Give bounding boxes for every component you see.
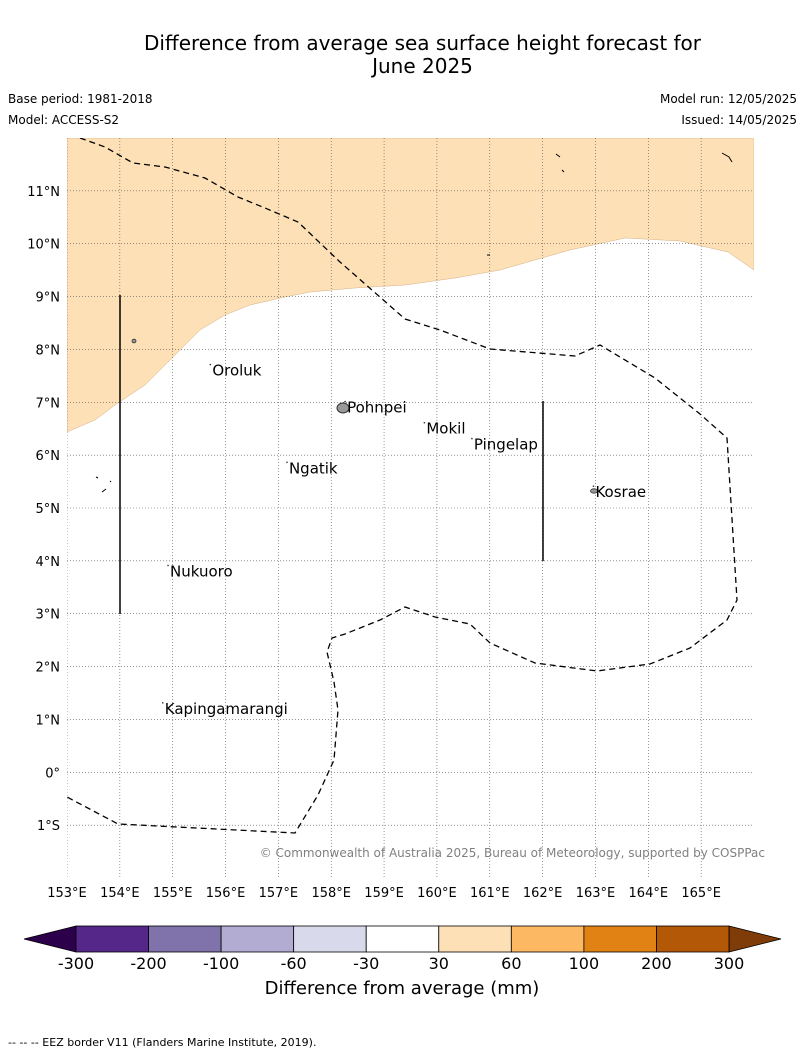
colorbar-bin [656, 925, 730, 953]
colorbar-bin [220, 925, 295, 953]
colorbar-label: Difference from average (mm) [264, 978, 540, 999]
longitude-tick-label: 164°E [629, 886, 669, 901]
model-label: Model: ACCESS-S2 [8, 113, 120, 127]
place-marker [161, 702, 164, 704]
title-line-1: Difference from average sea surface heig… [143, 31, 702, 55]
place-label: Mokil [426, 420, 465, 438]
longitude-tick-label: 163°E [576, 886, 616, 901]
gridlines [67, 138, 754, 878]
colorbar-tick-label: 200 [641, 954, 672, 973]
colorbar-tick-label: 300 [714, 954, 745, 973]
place-marker [209, 363, 212, 366]
pohnpei-island [336, 402, 350, 414]
place-label: Kapingamarangi [165, 700, 288, 718]
colorbar-tick-label: -30 [353, 954, 379, 973]
place-marker [344, 400, 346, 403]
colorbar-bin [293, 925, 367, 953]
base-period-label: Base period: 1981-2018 [8, 92, 153, 106]
place-label: Pingelap [474, 436, 538, 454]
latitude-tick-label: 11°N [27, 185, 60, 200]
colorbar-tick-label: 30 [429, 954, 449, 973]
latitude-tick-label: 5°N [36, 502, 61, 517]
longitude-tick-label: 165°E [681, 886, 721, 901]
map-title: Difference from average sea surface heig… [0, 32, 804, 78]
longitude-tick-label: 153°E [47, 886, 87, 901]
colorbar-bin [365, 925, 440, 953]
colorbar-tick-label: -300 [58, 954, 94, 973]
colorbar-tick-label: -200 [130, 954, 166, 973]
latitude-tick-label: 1°N [36, 713, 61, 728]
latitude-tick-label: 9°N [36, 291, 61, 306]
latitude-tick-label: 4°N [36, 555, 61, 570]
latitude-tick-label: 3°N [36, 608, 61, 623]
title-line-2: June 2025 [372, 54, 473, 78]
longitude-tick-label: 162°E [523, 886, 563, 901]
place-marker [592, 485, 595, 487]
colorbar-bin [438, 925, 512, 953]
longitude-tick-label: 158°E [311, 886, 351, 901]
copyright-notice: © Commonwealth of Australia 2025, Bureau… [260, 846, 765, 860]
place-marker [167, 564, 169, 567]
colorbar: -300 -200 -100 -60 -30 30 60 100 200 300 [23, 925, 782, 973]
small-island [131, 338, 137, 344]
colorbar-tick-label: -60 [281, 954, 307, 973]
longitude-tick-label: 161°E [470, 886, 510, 901]
colorbar-tick-label: -100 [203, 954, 239, 973]
place-label: Ngatik [289, 459, 338, 477]
issued-label: Issued: 14/05/2025 [681, 113, 797, 127]
longitude-tick-label: 157°E [259, 886, 299, 901]
place-label: Oroluk [212, 362, 261, 380]
longitude-tick-label: 160°E [417, 886, 457, 901]
colorbar-tick-label: 60 [501, 954, 521, 973]
place-marker [423, 421, 426, 424]
place-label: Pohnpei [347, 399, 407, 417]
place-label: Kosrae [595, 483, 646, 501]
latitude-tick-label: 1°S [37, 819, 60, 834]
latitude-labels: 11°N 10°N 9°N 8°N 7°N 6°N 5°N 4°N 3°N 2°N 1°N 0° 1°S [27, 185, 60, 834]
colorbar-bin [75, 925, 149, 953]
longitude-labels: 153°E 154°E 155°E 156°E 157°E 158°E 159°E 160°E… [47, 886, 721, 901]
colorbar-under-arrow [23, 925, 77, 953]
place-marker [286, 461, 288, 464]
latitude-tick-label: 0° [45, 766, 60, 781]
latitude-tick-label: 6°N [36, 449, 61, 464]
latitude-tick-label: 8°N [36, 343, 61, 358]
island-outline-west [95, 476, 112, 493]
longitude-tick-label: 156°E [206, 886, 246, 901]
latitude-tick-label: 10°N [27, 238, 60, 253]
longitude-tick-label: 155°E [153, 886, 193, 901]
model-run-label: Model run: 12/05/2025 [659, 92, 797, 106]
place-marker [471, 437, 473, 440]
place-labels: Oroluk Pohnpei Mokil Pingelap Ngatik Kosrae Nu… [161, 362, 646, 718]
latitude-tick-label: 7°N [36, 396, 61, 411]
colorbar-bin [148, 925, 222, 953]
place-label: Nukuoro [170, 562, 233, 580]
kosrae-island [590, 488, 598, 494]
eez-border-north [67, 138, 738, 834]
positive-anomaly-region [67, 138, 754, 433]
colorbar-bin [510, 925, 585, 953]
forecast-map: Oroluk Pohnpei Mokil Pingelap Ngatik Kosrae Nu… [23, 138, 782, 973]
colorbar-over-arrow [728, 925, 782, 953]
colorbar-bin [583, 925, 657, 953]
eez-footnote: -- -- -- EEZ border V11 (Flanders Marine… [8, 1036, 317, 1049]
colorbar-tick-label: 100 [569, 954, 600, 973]
island-outline-north [487, 152, 733, 256]
longitude-tick-label: 159°E [364, 886, 404, 901]
latitude-tick-label: 2°N [36, 661, 61, 676]
longitude-tick-label: 154°E [100, 886, 140, 901]
